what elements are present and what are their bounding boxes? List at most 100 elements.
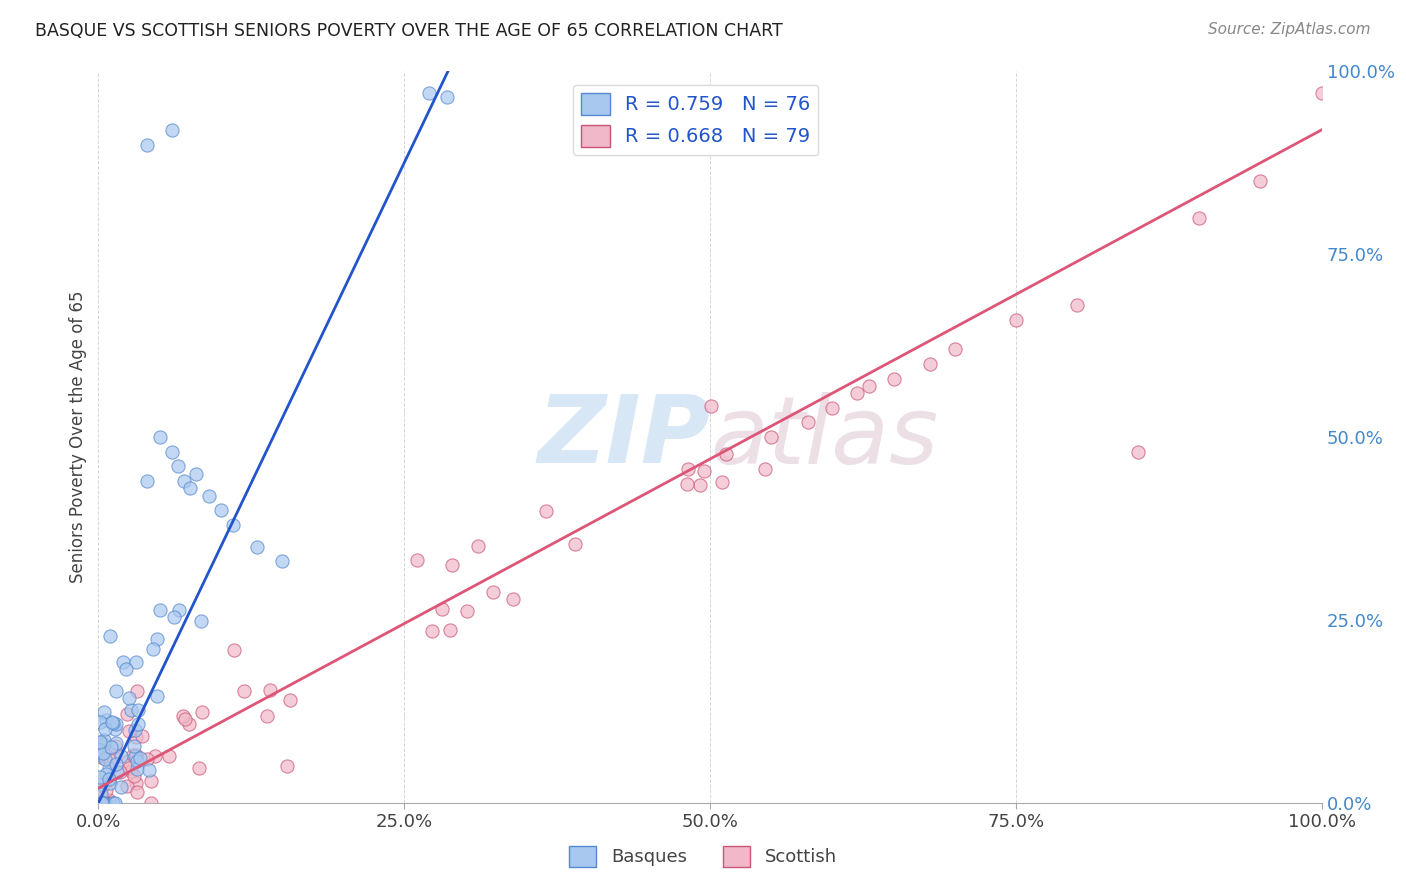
- Point: [186, 467, 208, 481]
- Point: [124, 748, 146, 763]
- Point: [122, 739, 145, 754]
- Point: [276, 759, 298, 773]
- Point: [440, 558, 463, 573]
- Point: [858, 379, 880, 393]
- Point: [439, 624, 461, 638]
- Point: [157, 748, 180, 763]
- Point: [482, 585, 505, 599]
- Point: [90, 787, 112, 801]
- Point: [98, 629, 121, 643]
- Point: [101, 796, 124, 810]
- Point: [93, 796, 115, 810]
- Point: [98, 775, 121, 789]
- Point: [127, 717, 149, 731]
- Point: [105, 717, 128, 731]
- Point: [98, 792, 121, 806]
- Point: [127, 703, 149, 717]
- Point: [105, 764, 128, 779]
- Point: [420, 624, 443, 639]
- Point: [693, 464, 716, 478]
- Text: Source: ZipAtlas.com: Source: ZipAtlas.com: [1208, 22, 1371, 37]
- Point: [129, 751, 152, 765]
- Point: [94, 722, 117, 736]
- Point: [172, 708, 194, 723]
- Point: [93, 705, 115, 719]
- Point: [406, 552, 429, 566]
- Point: [89, 743, 111, 757]
- Point: [94, 752, 117, 766]
- Point: [124, 730, 146, 744]
- Point: [91, 796, 114, 810]
- Text: ZIP: ZIP: [537, 391, 710, 483]
- Point: [89, 747, 111, 762]
- Point: [142, 641, 165, 656]
- Point: [689, 477, 711, 491]
- Point: [90, 796, 112, 810]
- Point: [104, 722, 127, 736]
- Point: [821, 401, 844, 415]
- Point: [173, 474, 195, 488]
- Point: [117, 707, 139, 722]
- Point: [138, 763, 160, 777]
- Point: [167, 603, 190, 617]
- Point: [700, 399, 723, 413]
- Point: [93, 777, 115, 791]
- Point: [120, 764, 142, 779]
- Point: [89, 735, 111, 749]
- Point: [127, 755, 149, 769]
- Point: [89, 771, 111, 785]
- Point: [436, 90, 458, 104]
- Point: [432, 601, 454, 615]
- Point: [104, 796, 127, 810]
- Point: [139, 773, 162, 788]
- Point: [188, 761, 211, 775]
- Point: [131, 729, 153, 743]
- Point: [122, 769, 145, 783]
- Point: [104, 757, 127, 772]
- Point: [143, 748, 166, 763]
- Text: BASQUE VS SCOTTISH SENIORS POVERTY OVER THE AGE OF 65 CORRELATION CHART: BASQUE VS SCOTTISH SENIORS POVERTY OVER …: [35, 22, 783, 40]
- Point: [222, 643, 245, 657]
- Point: [101, 716, 124, 731]
- Point: [179, 481, 201, 495]
- Point: [209, 503, 232, 517]
- Point: [190, 614, 212, 628]
- Point: [149, 430, 172, 444]
- Point: [754, 462, 776, 476]
- Point: [145, 689, 167, 703]
- Text: atlas: atlas: [710, 392, 938, 483]
- Point: [797, 416, 820, 430]
- Point: [120, 703, 142, 717]
- Point: [246, 540, 269, 554]
- Point: [89, 777, 111, 791]
- Point: [125, 762, 148, 776]
- Point: [122, 747, 145, 762]
- Point: [97, 761, 120, 775]
- Point: [1188, 211, 1211, 225]
- Point: [90, 781, 112, 796]
- Point: [98, 753, 121, 767]
- Point: [1004, 313, 1026, 327]
- Point: [90, 796, 112, 810]
- Point: [103, 750, 125, 764]
- Point: [124, 723, 146, 737]
- Point: [232, 683, 254, 698]
- Point: [118, 723, 141, 738]
- Point: [1128, 444, 1150, 458]
- Legend: R = 0.759   N = 76, R = 0.668   N = 79: R = 0.759 N = 76, R = 0.668 N = 79: [574, 85, 818, 155]
- Point: [90, 750, 112, 764]
- Point: [883, 371, 905, 385]
- Point: [167, 459, 190, 474]
- Point: [564, 536, 586, 550]
- Point: [125, 655, 148, 669]
- Point: [110, 780, 132, 794]
- Point: [125, 684, 148, 698]
- Point: [845, 386, 868, 401]
- Point: [104, 683, 127, 698]
- Point: [191, 705, 214, 719]
- Point: [104, 739, 127, 753]
- Point: [97, 772, 120, 787]
- Point: [920, 357, 942, 371]
- Point: [160, 444, 183, 458]
- Point: [100, 739, 122, 754]
